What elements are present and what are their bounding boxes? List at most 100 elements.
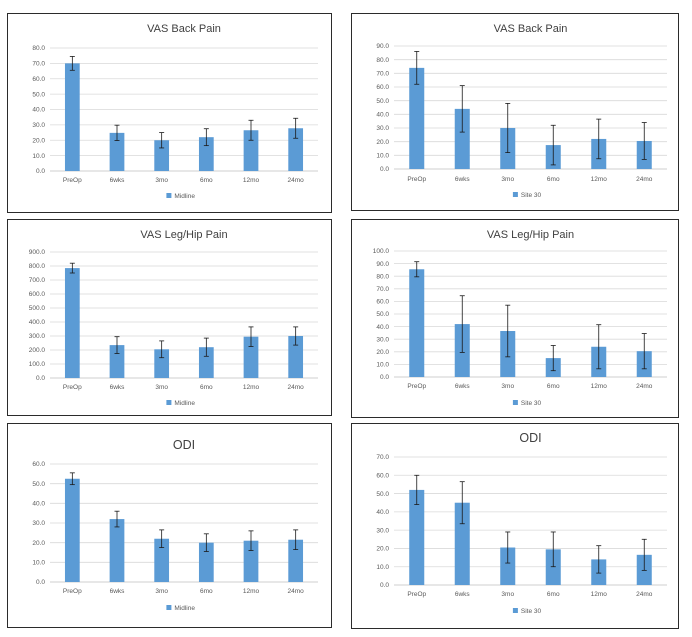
- error-bar: [641, 122, 647, 160]
- x-tick-label: PreOp: [63, 384, 82, 391]
- error-bar: [69, 472, 75, 486]
- y-tick-label: 10.0: [376, 362, 389, 369]
- y-tick-label: 0.0: [380, 166, 389, 173]
- x-tick-label: 12mo: [591, 591, 608, 598]
- y-tick-label: 20.0: [32, 540, 45, 547]
- error-bar: [459, 85, 465, 133]
- bar-3mo: [500, 547, 516, 585]
- bar-preop: [409, 67, 425, 169]
- legend-swatch: [166, 193, 172, 198]
- bar-24mo: [288, 336, 304, 378]
- y-tick-label: 100.0: [373, 248, 390, 255]
- y-tick-label: 80.0: [32, 45, 45, 52]
- x-tick-label: PreOp: [63, 177, 82, 184]
- y-tick-label: 30.0: [376, 527, 389, 534]
- legend-label: Midline: [174, 193, 195, 200]
- bar-3mo: [154, 538, 170, 582]
- chart-svg: 0.0 100.0 200.0 300.0 400.0 500.0 600.0 700.0 80…: [29, 229, 318, 407]
- y-tick-label: 50.0: [32, 91, 45, 98]
- bar-6mo: [545, 549, 561, 585]
- x-tick-label: 12mo: [591, 176, 608, 183]
- chart-title: ODI: [173, 438, 195, 452]
- y-tick-label: 70.0: [376, 71, 389, 78]
- error-bar: [459, 481, 465, 525]
- y-tick-label: 700.0: [29, 277, 46, 284]
- error-bar: [414, 261, 420, 278]
- x-tick-label: 3mo: [155, 177, 168, 184]
- y-tick-label: 0.0: [380, 374, 389, 381]
- x-tick-label: 6wks: [110, 588, 126, 595]
- y-tick-label: 40.0: [376, 112, 389, 119]
- error-bar: [596, 545, 602, 574]
- y-tick-label: 400.0: [29, 319, 46, 326]
- legend-swatch: [166, 400, 172, 405]
- bar-preop: [64, 478, 80, 582]
- chart-panel-odi-site30: 0.0 10.0 20.0 30.0 40.0 50.0 60.0 70.0 ODI PreOp 6…: [351, 423, 679, 629]
- y-tick-label: 100.0: [29, 361, 46, 368]
- error-bar: [248, 119, 254, 141]
- error-bar: [203, 128, 209, 147]
- error-bar: [414, 474, 420, 505]
- error-bar: [414, 51, 420, 85]
- error-bar: [69, 56, 75, 71]
- x-tick-label: 24mo: [636, 176, 653, 183]
- error-bar: [550, 124, 556, 166]
- y-tick-label: 60.0: [32, 461, 45, 468]
- y-tick-label: 10.0: [32, 560, 45, 567]
- y-tick-label: 800.0: [29, 263, 46, 270]
- y-tick-label: 60.0: [376, 84, 389, 91]
- x-tick-label: 24mo: [636, 383, 653, 390]
- y-tick-label: 900.0: [29, 249, 46, 256]
- bar-6wks: [109, 519, 125, 582]
- chart-panel-vas-back-midline: 0.0 10.0 20.0 30.0 40.0 50.0 60.0 70.0 80.0 VAS B…: [7, 13, 332, 213]
- x-tick-label: 24mo: [288, 588, 305, 595]
- y-tick-label: 80.0: [376, 273, 389, 280]
- x-tick-label: 6wks: [455, 176, 471, 183]
- error-bar: [114, 510, 120, 528]
- bar-6wks: [454, 108, 470, 169]
- y-tick-label: 60.0: [376, 299, 389, 306]
- chart-svg: 0.0 10.0 20.0 30.0 40.0 50.0 60.0 70.0 ODI PreOp 6…: [376, 431, 667, 615]
- y-tick-label: 40.0: [32, 501, 45, 508]
- legend-label: Midline: [174, 400, 195, 407]
- x-tick-label: PreOp: [407, 591, 426, 598]
- y-tick-label: 40.0: [376, 324, 389, 331]
- y-tick-label: 0.0: [36, 579, 45, 586]
- bar-12mo: [243, 336, 259, 378]
- y-tick-label: 10.0: [376, 564, 389, 571]
- chart-svg: 0.0 10.0 20.0 30.0 40.0 50.0 60.0 70.0 80.0 90.0 V…: [376, 23, 667, 199]
- chart-title: VAS Leg/Hip Pain: [487, 229, 574, 241]
- error-bar: [641, 538, 647, 571]
- x-tick-label: 24mo: [636, 591, 653, 598]
- chart-panel-odi-midline: 0.0 10.0 20.0 30.0 40.0 50.0 60.0 ODI PreOp 6wks 3…: [7, 423, 332, 628]
- chart-panel-vas-back-site30: 0.0 10.0 20.0 30.0 40.0 50.0 60.0 70.0 80.0 90.0 V…: [351, 13, 679, 211]
- y-tick-label: 70.0: [376, 454, 389, 461]
- y-tick-label: 200.0: [29, 347, 46, 354]
- chart-svg: 0.0 10.0 20.0 30.0 40.0 50.0 60.0 70.0 80.0 90.0 1…: [373, 229, 667, 407]
- bar-12mo: [243, 540, 259, 582]
- y-tick-label: 60.0: [32, 76, 45, 83]
- y-tick-label: 90.0: [376, 261, 389, 268]
- y-tick-label: 0.0: [36, 168, 45, 175]
- y-tick-label: 30.0: [32, 122, 45, 129]
- error-bar: [596, 118, 602, 160]
- legend-swatch: [166, 605, 172, 610]
- legend-swatch: [512, 608, 518, 613]
- bar-3mo: [154, 140, 170, 171]
- y-tick-label: 10.0: [376, 153, 389, 160]
- bar-preop: [64, 268, 80, 378]
- y-tick-label: 90.0: [376, 43, 389, 50]
- y-tick-label: 50.0: [376, 98, 389, 105]
- x-tick-label: PreOp: [407, 383, 426, 390]
- x-tick-label: 12mo: [243, 384, 260, 391]
- y-tick-label: 70.0: [376, 286, 389, 293]
- y-tick-label: 20.0: [32, 137, 45, 144]
- x-tick-label: 6mo: [200, 588, 213, 595]
- error-bar: [505, 531, 511, 564]
- error-bar: [159, 132, 165, 149]
- y-tick-label: 40.0: [376, 509, 389, 516]
- bar-3mo: [154, 349, 170, 378]
- x-tick-label: 12mo: [591, 383, 608, 390]
- y-tick-label: 600.0: [29, 291, 46, 298]
- error-bar: [248, 326, 254, 347]
